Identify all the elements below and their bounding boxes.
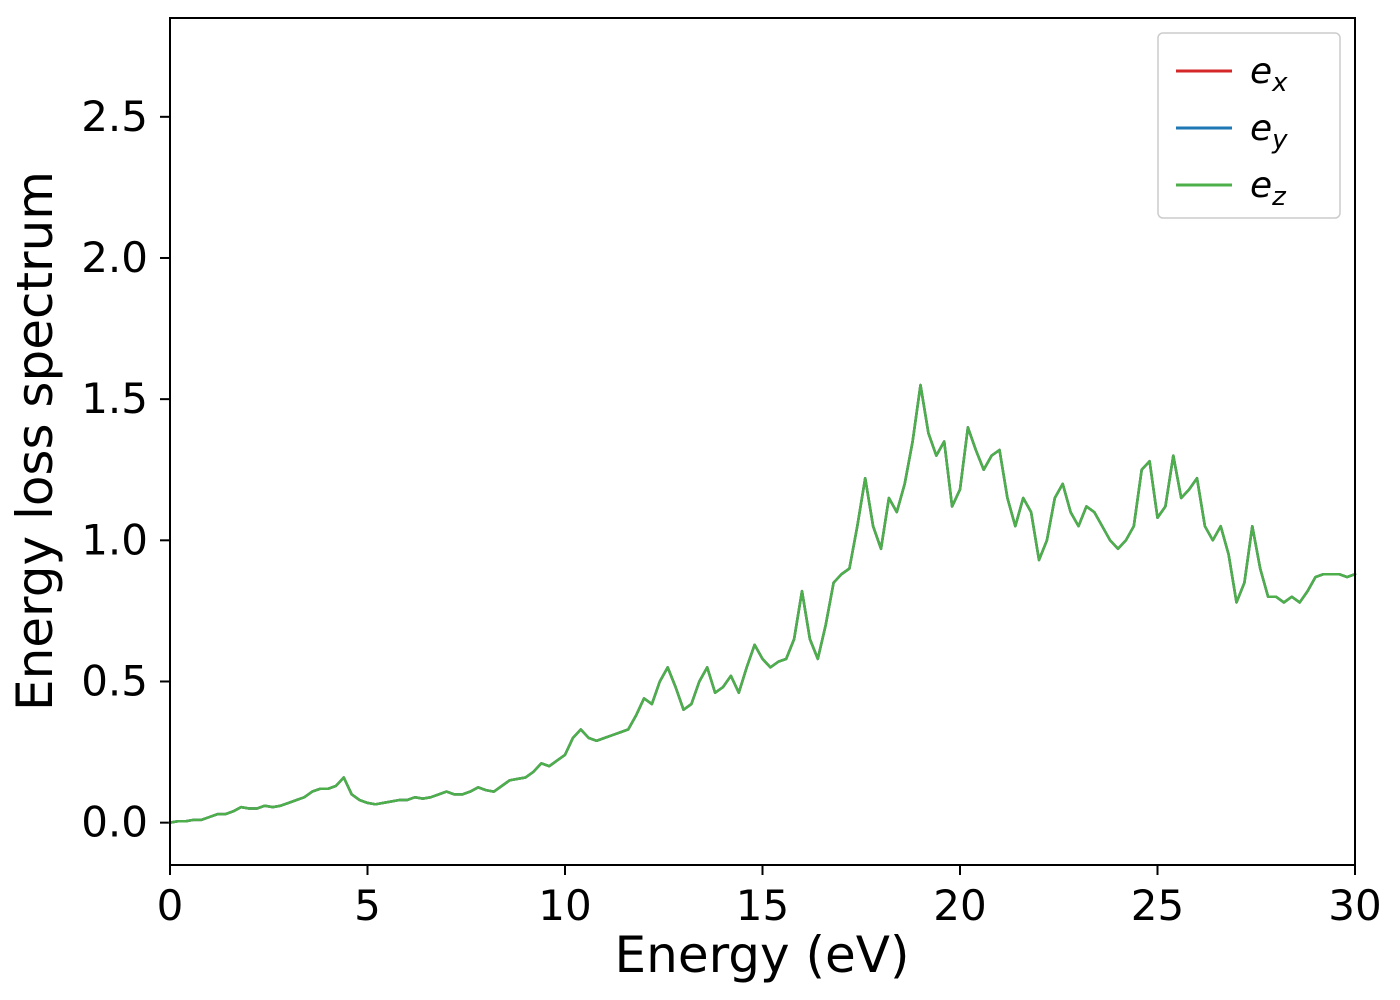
y-tick-label: 2.0 — [81, 233, 148, 282]
y-tick-label: 1.0 — [81, 515, 148, 564]
legend-box — [1157, 32, 1341, 219]
legend-label-e_z: ez — [1250, 165, 1287, 212]
x-tick-label: 10 — [538, 881, 591, 930]
y-tick-label: 1.5 — [81, 374, 148, 423]
legend-label-e_x: ex — [1250, 51, 1288, 98]
x-tick-label: 20 — [933, 881, 986, 930]
y-tick-label: 2.5 — [81, 92, 148, 141]
x-tick-label: 0 — [157, 881, 184, 930]
y-axis-label: Energy loss spectrum — [6, 171, 64, 711]
series-line-e_z — [168, 383, 1357, 824]
x-tick-label: 5 — [354, 881, 381, 930]
plot-area: 0 5 10 15 20 25 30 0.0 0.5 1.0 1.5 2.0 2.5 ex ey ez — [81, 17, 1382, 930]
y-tick-label: 0.0 — [81, 798, 148, 847]
x-tick-label: 30 — [1328, 881, 1381, 930]
y-tick-label: 0.5 — [81, 656, 148, 705]
x-axis-label: Energy (eV) — [615, 926, 910, 984]
plot-frame — [169, 17, 1356, 866]
series-line-e_x — [168, 383, 1357, 824]
series-line-e_y — [168, 383, 1357, 824]
legend-label-e_y: ey — [1250, 108, 1288, 155]
x-tick-label: 15 — [736, 881, 789, 930]
x-tick-label: 25 — [1131, 881, 1184, 930]
